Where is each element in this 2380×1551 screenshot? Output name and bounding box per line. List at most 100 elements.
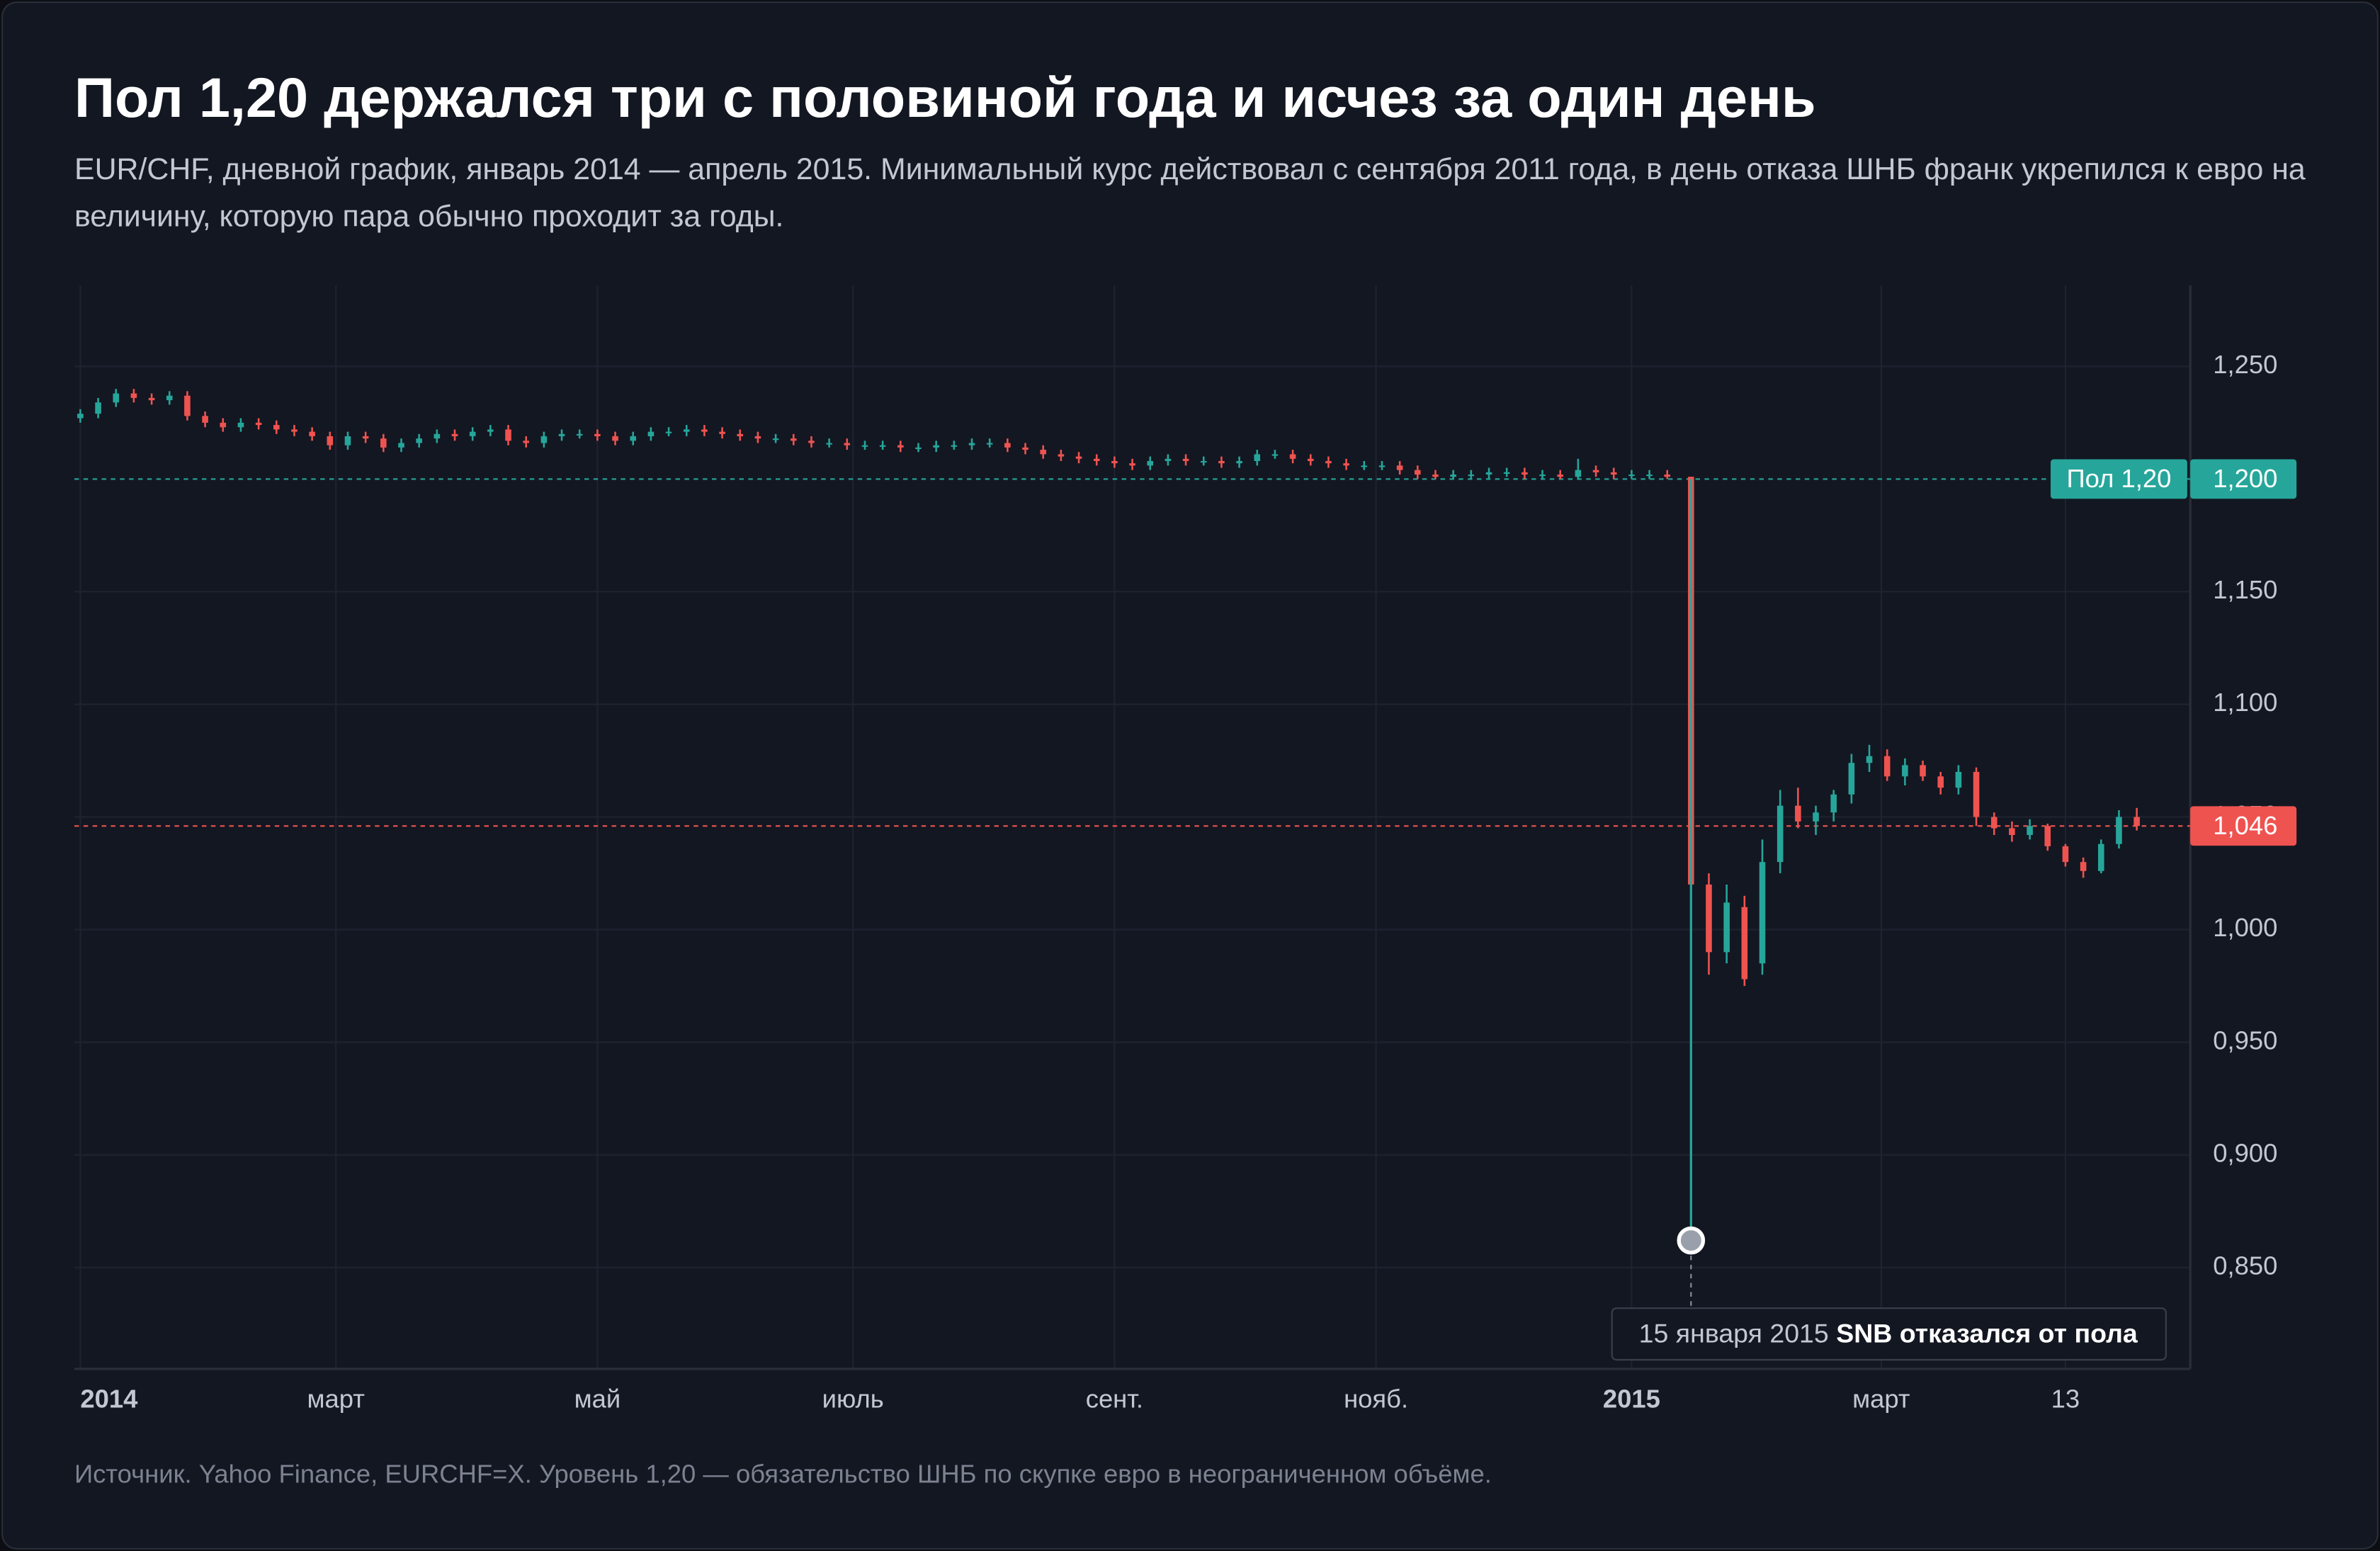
candle-body bbox=[1723, 902, 1730, 953]
candle-body bbox=[1378, 465, 1386, 467]
candle-body bbox=[1058, 454, 1065, 457]
annotation-dot bbox=[1677, 1226, 1706, 1255]
candle-body bbox=[719, 431, 725, 434]
y-tick-label: 1,000 bbox=[2213, 913, 2277, 942]
candle-body bbox=[1093, 458, 1100, 461]
x-tick-label: март bbox=[1852, 1384, 1910, 1413]
price-label-box bbox=[2190, 806, 2297, 846]
annotation-label: SNB отказался от пола bbox=[1836, 1319, 2138, 1348]
candle-body bbox=[1937, 776, 1944, 788]
candle-body bbox=[1450, 475, 1456, 477]
candle-body bbox=[1075, 456, 1082, 459]
candle-body bbox=[879, 445, 886, 447]
candle-body bbox=[701, 429, 708, 432]
candle-body bbox=[665, 431, 672, 433]
candle-body bbox=[737, 433, 744, 436]
price-label: 1,200 bbox=[2213, 464, 2277, 493]
candle-body bbox=[380, 438, 387, 448]
candle-body bbox=[1040, 450, 1046, 455]
candle-body bbox=[1271, 454, 1279, 456]
candle-body bbox=[1396, 465, 1403, 470]
x-tick-label: март bbox=[307, 1384, 365, 1413]
candle-body bbox=[1664, 475, 1671, 477]
candle-body bbox=[844, 443, 851, 445]
candle-body bbox=[558, 433, 565, 436]
candle-body bbox=[1776, 805, 1784, 863]
candle-body bbox=[1813, 812, 1819, 822]
price-label-box bbox=[2190, 459, 2297, 499]
candle-body bbox=[416, 438, 422, 443]
y-tick-label: 1,100 bbox=[2213, 688, 2277, 717]
candle-body bbox=[1200, 460, 1207, 463]
candle-body bbox=[683, 429, 690, 432]
candle-body bbox=[1759, 862, 1766, 964]
candle-body bbox=[2009, 828, 2015, 835]
candle-body bbox=[362, 436, 369, 439]
candle-body bbox=[1706, 884, 1712, 953]
candle-body bbox=[255, 422, 262, 426]
candle-body bbox=[344, 436, 351, 445]
annotation-box bbox=[1611, 1307, 2167, 1361]
candle-body bbox=[1575, 470, 1582, 477]
candle-body bbox=[2097, 843, 2104, 871]
title: Пол 1,20 держался три с половиной года и… bbox=[74, 67, 1816, 130]
candle-body bbox=[808, 441, 815, 443]
candle-body bbox=[434, 433, 441, 439]
x-tick-label: июль bbox=[822, 1384, 884, 1413]
candle-body bbox=[861, 445, 868, 447]
candle-body bbox=[451, 433, 458, 436]
candle-body bbox=[1236, 460, 1242, 464]
candle-body bbox=[148, 397, 155, 401]
candle-body bbox=[594, 433, 601, 436]
candle-body bbox=[1628, 475, 1635, 477]
candle-body bbox=[1218, 460, 1225, 464]
x-tick-label: сент. bbox=[1086, 1384, 1143, 1413]
candle-body bbox=[220, 422, 227, 428]
candle-body bbox=[1022, 447, 1028, 450]
candle-body bbox=[1955, 771, 1962, 788]
candle-body bbox=[540, 436, 548, 443]
candle-body bbox=[1990, 817, 1998, 829]
candle-body bbox=[826, 443, 832, 445]
candle-body bbox=[184, 395, 191, 416]
candle-body bbox=[754, 436, 761, 439]
candle-body bbox=[95, 402, 101, 414]
candle-body bbox=[1361, 465, 1368, 467]
candle-body bbox=[1485, 472, 1492, 475]
y-tick-label: 0,950 bbox=[2213, 1026, 2277, 1055]
candle-body bbox=[790, 438, 797, 441]
candle-body bbox=[2062, 846, 2069, 863]
candle-body bbox=[166, 395, 173, 401]
candle-body bbox=[630, 436, 637, 441]
candle-body bbox=[77, 414, 84, 419]
y-tick-label: 1,250 bbox=[2213, 350, 2277, 379]
candle-body bbox=[469, 431, 476, 436]
candle-body bbox=[1848, 763, 1855, 795]
candle-body bbox=[523, 441, 529, 443]
candle-body bbox=[2116, 817, 2122, 844]
price-label: 1,046 bbox=[2213, 811, 2277, 840]
candle-body bbox=[1182, 458, 1189, 461]
candle-body bbox=[1866, 756, 1873, 763]
candle-body bbox=[1830, 794, 1837, 813]
candle-body bbox=[897, 445, 904, 448]
candle-body bbox=[1004, 443, 1011, 448]
candle-body bbox=[1289, 454, 1296, 459]
candle-body bbox=[1325, 460, 1332, 464]
x-tick-label: май bbox=[574, 1384, 621, 1413]
source-note: Источник. Yahoo Finance, EURCHF=X. Урове… bbox=[74, 1460, 1492, 1489]
candle-body bbox=[2134, 817, 2140, 826]
candle-body bbox=[487, 429, 494, 432]
candle-body bbox=[2080, 862, 2087, 871]
candle-body bbox=[986, 443, 993, 445]
candle-body bbox=[1111, 460, 1118, 464]
candle-body bbox=[1503, 472, 1510, 475]
candle-body bbox=[968, 443, 975, 445]
candle-body bbox=[1539, 475, 1546, 477]
candle-body bbox=[273, 425, 280, 430]
y-tick-label: 1,150 bbox=[2213, 575, 2277, 604]
candle-body bbox=[933, 445, 939, 448]
